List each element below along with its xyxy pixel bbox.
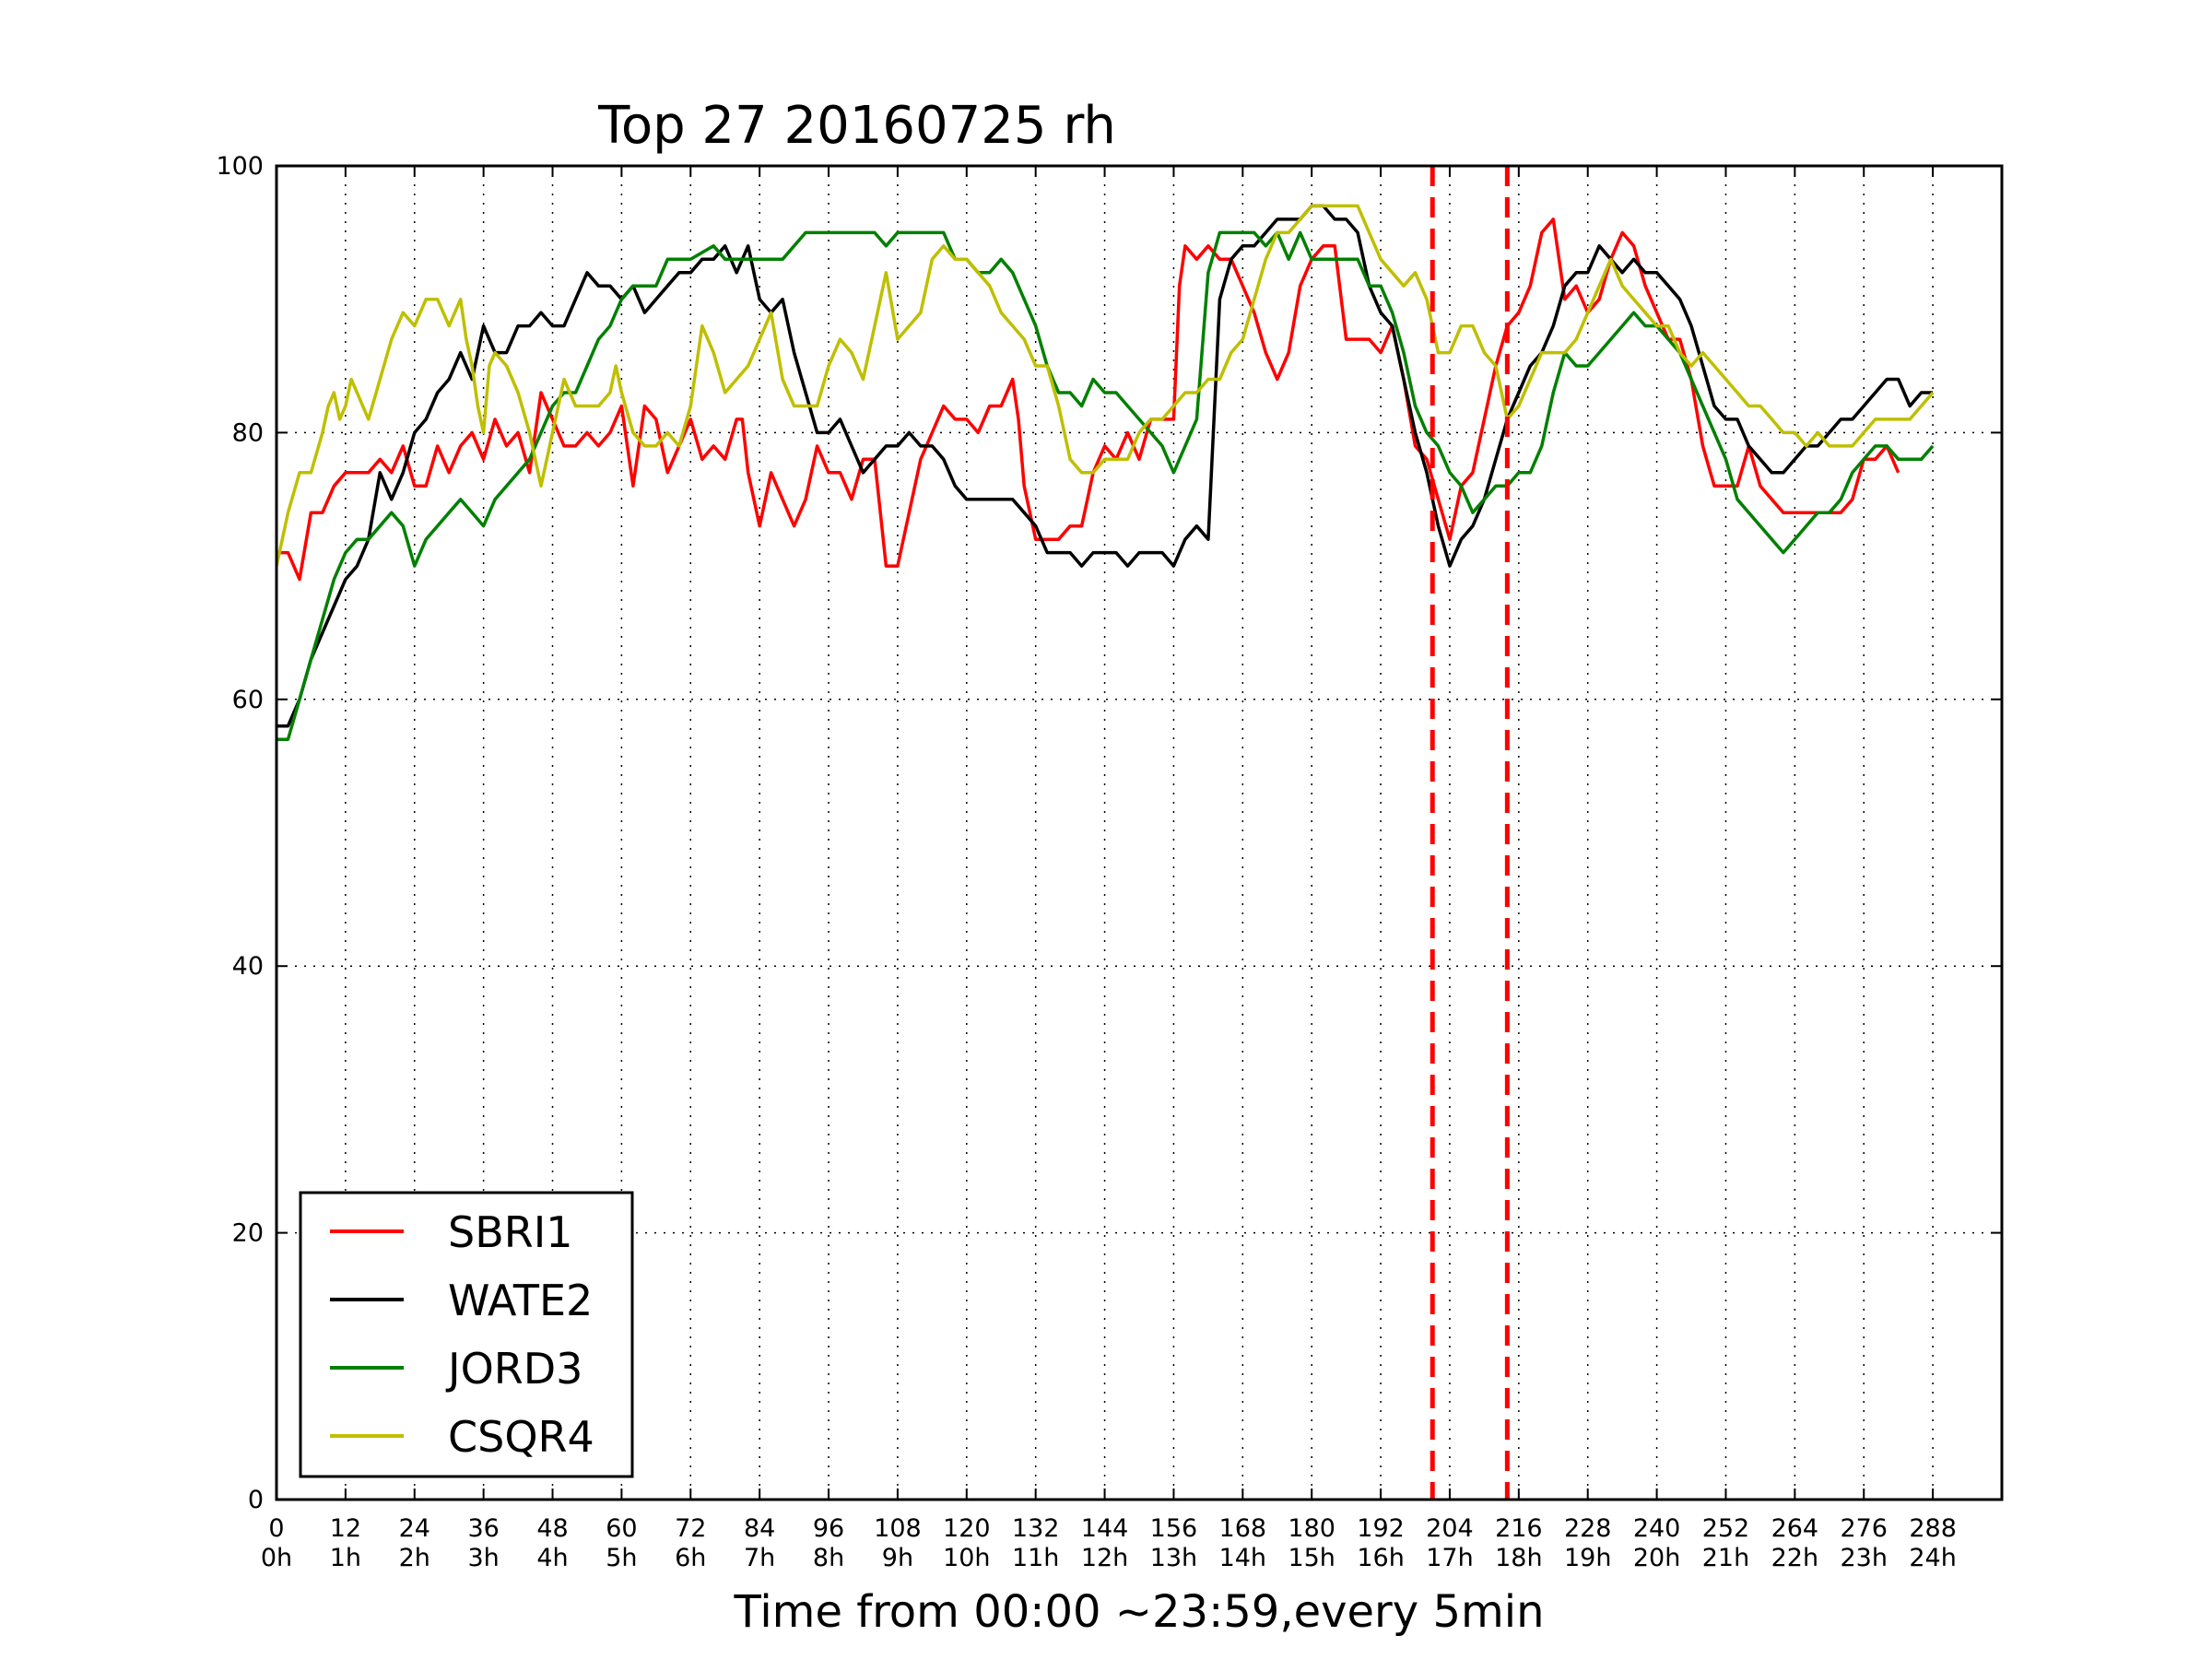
series-line-wate2 <box>276 204 1934 728</box>
x-tick-label: 12 <box>330 1514 361 1543</box>
x-tick-label-hour: 20h <box>1633 1544 1680 1572</box>
x-tick-label-hour: 21h <box>1702 1544 1749 1572</box>
y-tick-label: 40 <box>232 952 264 981</box>
x-tick-label-hour: 7h <box>744 1544 775 1572</box>
x-tick-label: 60 <box>606 1514 637 1543</box>
plot-frame <box>275 164 2004 1501</box>
x-tick-label-hour: 16h <box>1357 1544 1404 1572</box>
x-tick-label: 168 <box>1219 1514 1267 1543</box>
x-tick-label-hour: 2h <box>399 1544 430 1572</box>
x-tick-label-hour: 18h <box>1495 1544 1542 1572</box>
x-tick-label-hour: 19h <box>1564 1544 1611 1572</box>
series-line-csqr4 <box>275 204 1935 567</box>
x-tick-label: 252 <box>1702 1514 1750 1543</box>
x-tick-label: 48 <box>536 1514 568 1543</box>
x-tick-label-hour: 13h <box>1150 1544 1197 1572</box>
x-tick-label: 180 <box>1288 1514 1335 1543</box>
x-axis-label: Time from 00:00 ~23:59,every 5min <box>734 1586 1545 1638</box>
legend-label-jord3: JORD3 <box>445 1344 582 1394</box>
x-tick-label: 204 <box>1426 1514 1474 1543</box>
x-tick-label-hour: 1h <box>330 1544 361 1572</box>
legend-label-sbri1: SBRI1 <box>448 1207 573 1257</box>
x-tick-label: 288 <box>1909 1514 1957 1543</box>
x-tick-label: 192 <box>1357 1514 1405 1543</box>
series-line-sbri1 <box>276 218 1900 582</box>
x-tick-label: 0 <box>268 1514 284 1543</box>
x-tick-label-hour: 11h <box>1012 1544 1059 1572</box>
y-tick-label: 100 <box>216 152 264 181</box>
legend-box <box>299 1191 634 1478</box>
x-tick-label-hour: 15h <box>1288 1544 1335 1572</box>
legend: SBRI1 WATE2 JORD3 CSQR4 <box>299 1191 634 1478</box>
y-tick-label: 60 <box>232 686 264 714</box>
x-tick-label-hour: 10h <box>943 1544 990 1572</box>
series-line-jord3 <box>276 230 1935 741</box>
x-tick-label: 120 <box>943 1514 991 1543</box>
x-tick-label: 240 <box>1633 1514 1681 1543</box>
x-tick-label-hour: 17h <box>1426 1544 1473 1572</box>
x-tick-label-hour: 4h <box>536 1544 568 1572</box>
chart-title: Top 27 20160725 rh <box>597 96 1116 156</box>
x-tick-label-hour: 14h <box>1219 1544 1266 1572</box>
x-tick-label: 264 <box>1771 1514 1819 1543</box>
x-tick-label: 156 <box>1150 1514 1198 1543</box>
x-tick-label-hour: 3h <box>467 1544 499 1572</box>
x-tick-label-hour: 23h <box>1841 1544 1888 1572</box>
x-tick-label-hour: 24h <box>1909 1544 1956 1572</box>
legend-label-wate2: WATE2 <box>448 1276 593 1325</box>
x-tick-label: 132 <box>1012 1514 1060 1543</box>
x-tick-label: 108 <box>874 1514 922 1543</box>
x-tick-label: 144 <box>1081 1514 1129 1543</box>
marker-lines <box>1430 166 1510 1500</box>
x-tick-label-hour: 8h <box>813 1544 844 1572</box>
x-tick-label: 228 <box>1564 1514 1612 1543</box>
x-tick-label: 216 <box>1495 1514 1543 1543</box>
x-tick-label: 276 <box>1840 1514 1888 1543</box>
x-tick-label: 24 <box>399 1514 430 1543</box>
series-layer <box>275 204 1935 741</box>
y-tick-label: 0 <box>248 1486 264 1514</box>
axis-ticks: 00h121h242h363h484h605h726h847h968h1089h… <box>216 152 2002 1572</box>
x-tick-label-hour: 0h <box>261 1544 292 1572</box>
x-tick-label: 36 <box>467 1514 499 1543</box>
x-tick-label: 84 <box>744 1514 775 1543</box>
x-tick-label-hour: 9h <box>882 1544 913 1572</box>
x-tick-label-hour: 12h <box>1081 1544 1128 1572</box>
x-tick-label-hour: 6h <box>675 1544 706 1572</box>
x-tick-label: 96 <box>813 1514 844 1543</box>
x-tick-label-hour: 22h <box>1771 1544 1818 1572</box>
x-tick-label-hour: 5h <box>606 1544 637 1572</box>
legend-label-csqr4: CSQR4 <box>448 1412 594 1462</box>
x-tick-label: 72 <box>675 1514 706 1543</box>
y-tick-label: 20 <box>232 1219 264 1248</box>
y-tick-label: 80 <box>232 418 264 447</box>
